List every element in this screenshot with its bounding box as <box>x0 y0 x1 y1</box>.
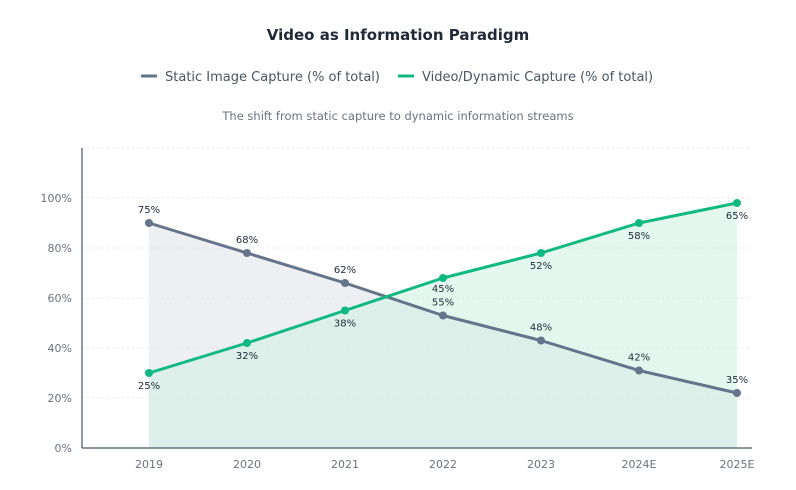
y-tick-label: 60% <box>48 292 72 305</box>
data-label-video: 38% <box>334 319 356 330</box>
legend: Static Image Capture (% of total) Video/… <box>141 70 653 85</box>
legend-item-static[interactable]: Static Image Capture (% of total) <box>141 70 380 85</box>
legend-label-static: Static Image Capture (% of total) <box>165 70 380 85</box>
point-static[interactable] <box>145 219 153 227</box>
point-video[interactable] <box>439 274 447 282</box>
chart-title: Video as Information Paradigm <box>267 26 529 44</box>
data-label-video: 58% <box>628 231 650 242</box>
x-tick-label: 2022 <box>429 458 457 471</box>
data-labels: 75% 68% 62% 55% 48% 42% 35% 25% 32% 38% 45% 52% 58% 6… <box>138 205 748 392</box>
x-tick-label: 2025E <box>720 458 755 471</box>
data-label-video: 25% <box>138 381 160 392</box>
point-video[interactable] <box>341 306 349 315</box>
data-label-video: 45% <box>432 284 454 295</box>
data-label-static: 75% <box>138 205 160 216</box>
y-tick-label: 20% <box>48 392 72 405</box>
x-tick-label: 2023 <box>527 458 555 471</box>
data-label-static: 42% <box>628 353 650 364</box>
point-static[interactable] <box>635 366 643 375</box>
area-video <box>149 203 737 448</box>
y-tick-label: 100% <box>41 192 72 205</box>
data-label-static: 62% <box>334 265 356 276</box>
x-tick-label: 2024E <box>622 458 657 471</box>
data-label-static: 68% <box>236 235 258 246</box>
point-static[interactable] <box>439 311 447 320</box>
y-tick-label: 80% <box>48 242 72 255</box>
point-static[interactable] <box>243 249 251 257</box>
data-label-video: 65% <box>726 211 748 222</box>
point-video[interactable] <box>733 199 741 207</box>
data-label-static: 48% <box>530 323 552 334</box>
legend-item-video[interactable]: Video/Dynamic Capture (% of total) <box>398 70 653 85</box>
y-tick-labels: 0% 20% 40% 60% 80% 100% <box>41 192 72 455</box>
point-video[interactable] <box>537 249 545 257</box>
data-label-video: 52% <box>530 261 552 272</box>
legend-label-video: Video/Dynamic Capture (% of total) <box>422 70 653 85</box>
chart-subtitle: The shift from static capture to dynamic… <box>221 109 573 123</box>
data-label-video: 32% <box>236 351 258 362</box>
data-label-static: 35% <box>726 375 748 386</box>
x-tick-label: 2021 <box>331 458 359 471</box>
point-video[interactable] <box>145 369 153 377</box>
point-video[interactable] <box>243 339 251 347</box>
series-areas <box>149 203 737 448</box>
point-static[interactable] <box>733 389 741 397</box>
point-video[interactable] <box>635 219 643 227</box>
x-tick-labels: 2019 2020 2021 2022 2023 2024E 2025E <box>135 458 755 471</box>
data-label-static: 55% <box>432 298 454 309</box>
point-static[interactable] <box>341 279 349 287</box>
y-tick-label: 0% <box>55 442 72 455</box>
y-tick-label: 40% <box>48 342 72 355</box>
x-tick-label: 2020 <box>233 458 261 471</box>
point-static[interactable] <box>537 336 545 345</box>
x-tick-label: 2019 <box>135 458 163 471</box>
series-points <box>145 199 741 397</box>
